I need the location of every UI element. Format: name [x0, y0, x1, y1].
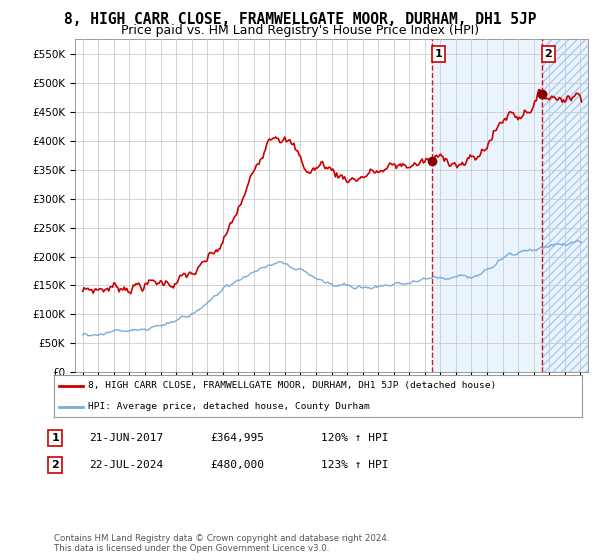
Text: Price paid vs. HM Land Registry's House Price Index (HPI): Price paid vs. HM Land Registry's House …: [121, 24, 479, 36]
Text: 2: 2: [52, 460, 59, 470]
Text: 8, HIGH CARR CLOSE, FRAMWELLGATE MOOR, DURHAM, DH1 5JP: 8, HIGH CARR CLOSE, FRAMWELLGATE MOOR, D…: [64, 12, 536, 27]
Text: 123% ↑ HPI: 123% ↑ HPI: [321, 460, 389, 470]
Text: 8, HIGH CARR CLOSE, FRAMWELLGATE MOOR, DURHAM, DH1 5JP (detached house): 8, HIGH CARR CLOSE, FRAMWELLGATE MOOR, D…: [88, 381, 497, 390]
Bar: [542, 39, 588, 372]
Text: 120% ↑ HPI: 120% ↑ HPI: [321, 433, 389, 443]
Text: 1: 1: [52, 433, 59, 443]
Bar: [542, 39, 588, 372]
Text: 1: 1: [434, 49, 442, 59]
Text: Contains HM Land Registry data © Crown copyright and database right 2024.
This d: Contains HM Land Registry data © Crown c…: [54, 534, 389, 553]
Text: 2: 2: [544, 49, 552, 59]
Text: £480,000: £480,000: [210, 460, 264, 470]
Text: 22-JUL-2024: 22-JUL-2024: [89, 460, 163, 470]
Text: £364,995: £364,995: [210, 433, 264, 443]
Text: 21-JUN-2017: 21-JUN-2017: [89, 433, 163, 443]
Bar: [432, 39, 542, 372]
Text: HPI: Average price, detached house, County Durham: HPI: Average price, detached house, Coun…: [88, 402, 370, 411]
